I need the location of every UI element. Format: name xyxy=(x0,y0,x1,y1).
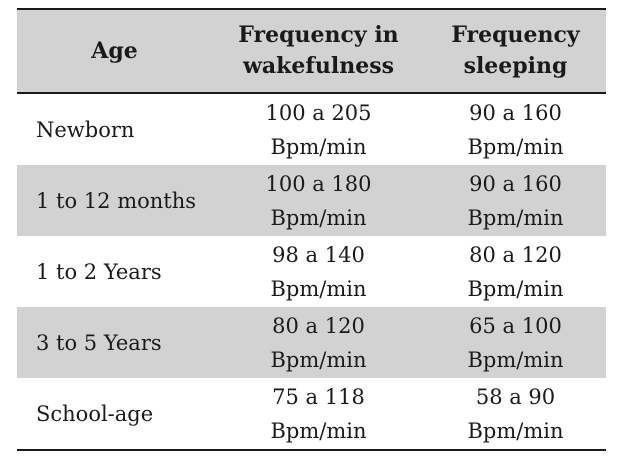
table-row: School-age 75 a 118 Bpm/min 58 a 90 Bpm/… xyxy=(17,378,606,450)
wake-range: 98 a 140 xyxy=(272,242,365,267)
wake-range: 75 a 118 xyxy=(272,384,365,409)
sleep-cell: 58 a 90 Bpm/min xyxy=(425,378,606,450)
wake-range: 80 a 120 xyxy=(272,313,365,338)
table-row: 3 to 5 Years 80 a 120 Bpm/min 65 a 100 B… xyxy=(17,307,606,378)
age-cell: Newborn xyxy=(36,117,135,142)
sleep-unit: Bpm/min xyxy=(467,134,564,159)
sleep-range: 65 a 100 xyxy=(469,313,562,338)
header-age-label: Age xyxy=(91,37,138,64)
sleep-range: 58 a 90 xyxy=(475,384,556,409)
table-row: 1 to 12 months 100 a 180 Bpm/min 90 a 16… xyxy=(17,165,606,236)
header-row: Age Frequency in wakefulness Frequency s… xyxy=(17,9,606,93)
sleep-range: 90 a 160 xyxy=(469,171,562,196)
wake-unit: Bpm/min xyxy=(270,134,367,159)
wake-cell: 98 a 140 Bpm/min xyxy=(212,236,425,307)
age-cell: School-age xyxy=(36,401,154,426)
sleep-cell: 90 a 160 Bpm/min xyxy=(425,165,606,236)
sleep-cell: 65 a 100 Bpm/min xyxy=(425,307,606,378)
heart-rate-table-container: Age Frequency in wakefulness Frequency s… xyxy=(17,8,606,451)
age-cell: 1 to 12 months xyxy=(36,188,197,213)
header-wakefulness-line2: wakefulness xyxy=(242,53,394,79)
wake-unit: Bpm/min xyxy=(270,347,367,372)
wake-range: 100 a 205 xyxy=(265,100,372,125)
wake-cell: 80 a 120 Bpm/min xyxy=(212,307,425,378)
sleep-unit: Bpm/min xyxy=(467,276,564,301)
wake-cell: 75 a 118 Bpm/min xyxy=(212,378,425,450)
sleep-unit: Bpm/min xyxy=(467,418,564,443)
age-cell: 3 to 5 Years xyxy=(36,330,162,355)
sleep-unit: Bpm/min xyxy=(467,205,564,230)
table-body: Newborn 100 a 205 Bpm/min 90 a 160 Bpm/m… xyxy=(17,93,606,450)
wake-unit: Bpm/min xyxy=(270,418,367,443)
header-age: Age xyxy=(17,9,212,93)
sleep-range: 80 a 120 xyxy=(469,242,562,267)
wake-cell: 100 a 180 Bpm/min xyxy=(212,165,425,236)
heart-rate-table: Age Frequency in wakefulness Frequency s… xyxy=(17,8,606,451)
header-wakefulness: Frequency in wakefulness xyxy=(212,9,425,93)
sleep-cell: 80 a 120 Bpm/min xyxy=(425,236,606,307)
sleep-unit: Bpm/min xyxy=(467,347,564,372)
header-sleeping: Frequency sleeping xyxy=(425,9,606,93)
sleep-range: 90 a 160 xyxy=(469,100,562,125)
wake-cell: 100 a 205 Bpm/min xyxy=(212,93,425,165)
header-sleeping-line1: Frequency xyxy=(451,22,580,48)
sleep-cell: 90 a 160 Bpm/min xyxy=(425,93,606,165)
table-row: Newborn 100 a 205 Bpm/min 90 a 160 Bpm/m… xyxy=(17,93,606,165)
table-row: 1 to 2 Years 98 a 140 Bpm/min 80 a 120 B… xyxy=(17,236,606,307)
wake-unit: Bpm/min xyxy=(270,205,367,230)
wake-range: 100 a 180 xyxy=(265,171,372,196)
wake-unit: Bpm/min xyxy=(270,276,367,301)
header-wakefulness-line1: Frequency in xyxy=(238,22,399,48)
header-sleeping-line2: sleeping xyxy=(463,53,568,79)
table-header: Age Frequency in wakefulness Frequency s… xyxy=(17,9,606,93)
age-cell: 1 to 2 Years xyxy=(36,259,162,284)
